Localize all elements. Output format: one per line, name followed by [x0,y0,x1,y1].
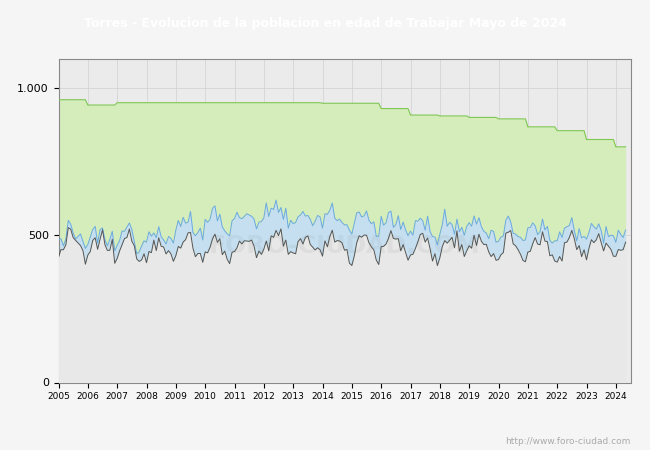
Text: http://www.foro-ciudad.com: http://www.foro-ciudad.com [505,436,630,446]
Text: Torres - Evolucion de la poblacion en edad de Trabajar Mayo de 2024: Torres - Evolucion de la poblacion en ed… [83,17,567,30]
Text: FORO-CIUDAD.COM: FORO-CIUDAD.COM [209,234,480,258]
